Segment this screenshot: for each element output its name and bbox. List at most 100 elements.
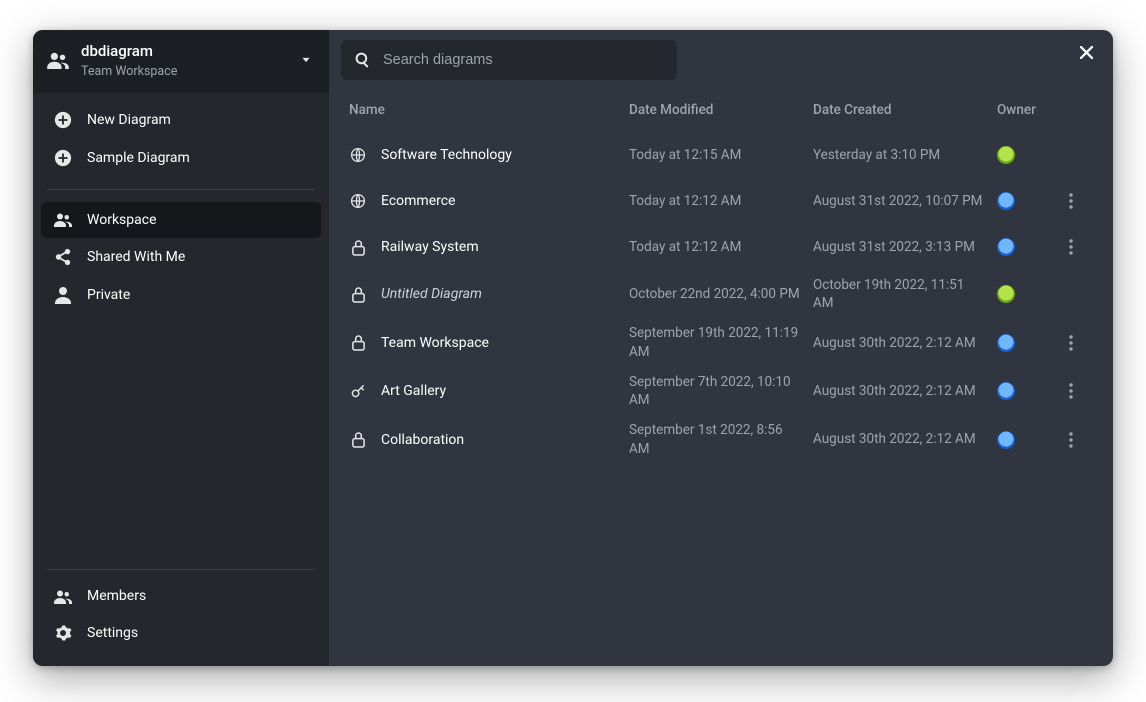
row-actions (1053, 329, 1089, 357)
diagram-name: Collaboration (381, 432, 464, 448)
chevron-down-icon (299, 53, 313, 67)
table-row[interactable]: EcommerceToday at 12:12 AMAugust 31st 20… (349, 178, 1101, 224)
more-menu-button[interactable] (1063, 377, 1079, 405)
globe-icon (349, 147, 367, 163)
col-created: Date Created (813, 102, 997, 118)
lock-icon (349, 239, 367, 256)
sidebar-bottom: Members Settings (33, 574, 329, 666)
sidebar-item-private[interactable]: Private (41, 276, 321, 314)
date-modified: Today at 12:15 AM (629, 146, 813, 164)
avatar (997, 238, 1015, 256)
date-modified: Today at 12:12 AM (629, 238, 813, 256)
date-created: August 31st 2022, 3:13 PM (813, 238, 997, 256)
avatar (997, 382, 1015, 400)
more-menu-button[interactable] (1063, 233, 1079, 261)
app-window: dbdiagram Team Workspace New Diagram Sam… (33, 30, 1113, 666)
row-actions (1053, 233, 1089, 261)
date-created: August 30th 2022, 2:12 AM (813, 382, 997, 400)
row-actions (1053, 187, 1089, 215)
table-row[interactable]: Untitled Diagram October 22nd 2022, 4:00 … (349, 270, 1101, 318)
plus-circle-icon (53, 149, 73, 167)
sidebar-item-shared[interactable]: Shared With Me (41, 238, 321, 276)
plus-circle-icon (53, 111, 73, 129)
close-icon (1080, 46, 1093, 59)
gear-icon (53, 624, 73, 642)
sidebar-nav: Workspace Shared With Me Private (33, 194, 329, 322)
more-menu-button[interactable] (1063, 426, 1079, 454)
diagram-name: Software Technology (381, 147, 512, 163)
avatar (997, 334, 1015, 352)
table-row[interactable]: Railway System Today at 12:12 AMAugust 31… (349, 224, 1101, 270)
owner-cell (997, 285, 1053, 303)
name-cell: Team Workspace (349, 334, 629, 351)
sidebar-item-label: Members (87, 588, 146, 604)
more-menu-button[interactable] (1063, 187, 1079, 215)
workspace-text: dbdiagram Team Workspace (81, 42, 287, 79)
more-menu-button[interactable] (1063, 329, 1079, 357)
date-modified: Today at 12:12 AM (629, 192, 813, 210)
users-icon (53, 212, 73, 227)
sample-diagram-button[interactable]: Sample Diagram (41, 139, 321, 177)
search-box[interactable] (341, 40, 677, 80)
sidebar-item-label: New Diagram (87, 112, 171, 128)
owner-cell (997, 238, 1053, 256)
divider (47, 569, 315, 570)
owner-cell (997, 382, 1053, 400)
sidebar-item-label: Workspace (87, 212, 157, 228)
table-body: Software Technology Today at 12:15 AMYest… (349, 132, 1101, 464)
diagram-name: Railway System (381, 239, 479, 255)
key-icon (349, 383, 367, 399)
search-input[interactable] (383, 52, 663, 68)
diagram-name: Untitled Diagram (381, 286, 482, 302)
table-row[interactable]: CollaborationSeptember 1st 2022, 8:56 AM… (349, 415, 1101, 463)
user-icon (53, 286, 73, 304)
sidebar-item-settings[interactable]: Settings (41, 614, 321, 652)
sidebar-item-label: Private (87, 287, 130, 303)
avatar (997, 192, 1015, 210)
sidebar-item-label: Sample Diagram (87, 150, 190, 166)
lock-icon (349, 431, 367, 448)
close-button[interactable] (1074, 40, 1099, 65)
row-actions (1053, 426, 1089, 454)
users-icon (47, 51, 69, 69)
new-diagram-button[interactable]: New Diagram (41, 101, 321, 139)
owner-cell (997, 192, 1053, 210)
date-modified: September 19th 2022, 11:19 AM (629, 324, 813, 360)
users-icon (53, 589, 73, 604)
diagram-name: Team Workspace (381, 335, 489, 351)
diagram-name: Art Gallery (381, 383, 446, 399)
sidebar-item-workspace[interactable]: Workspace (41, 202, 321, 238)
workspace-subtitle: Team Workspace (81, 64, 287, 79)
lock-icon (349, 286, 367, 303)
col-owner: Owner (997, 102, 1053, 118)
name-cell: Railway System (349, 239, 629, 256)
date-created: Yesterday at 3:10 PM (813, 146, 997, 164)
owner-cell (997, 334, 1053, 352)
owner-cell (997, 431, 1053, 449)
diagram-table: Name Date Modified Date Created Owner So… (329, 88, 1113, 476)
sidebar-item-label: Settings (87, 625, 138, 641)
sidebar-item-members[interactable]: Members (41, 578, 321, 614)
col-modified: Date Modified (629, 102, 813, 118)
search-icon (355, 52, 371, 68)
avatar (997, 285, 1015, 303)
globe-icon (349, 193, 367, 209)
sidebar-actions: New Diagram Sample Diagram (33, 93, 329, 185)
lock-icon (349, 334, 367, 351)
date-modified: October 22nd 2022, 4:00 PM (629, 285, 813, 303)
date-modified: September 7th 2022, 10:10 AM (629, 373, 813, 409)
topbar (329, 30, 1113, 88)
name-cell: Ecommerce (349, 193, 629, 209)
spacer (33, 322, 329, 566)
workspace-switcher[interactable]: dbdiagram Team Workspace (33, 30, 329, 93)
name-cell: Collaboration (349, 431, 629, 448)
table-row[interactable]: Team Workspace September 19th 2022, 11:19… (349, 318, 1101, 366)
table-header: Name Date Modified Date Created Owner (349, 92, 1101, 132)
table-row[interactable]: Art Gallery September 7th 2022, 10:10 AMA… (349, 367, 1101, 415)
table-row[interactable]: Software Technology Today at 12:15 AMYest… (349, 132, 1101, 178)
name-cell: Software Technology (349, 147, 629, 163)
row-actions (1053, 377, 1089, 405)
date-created: August 30th 2022, 2:12 AM (813, 334, 997, 352)
avatar (997, 146, 1015, 164)
date-created: October 19th 2022, 11:51 AM (813, 276, 997, 312)
